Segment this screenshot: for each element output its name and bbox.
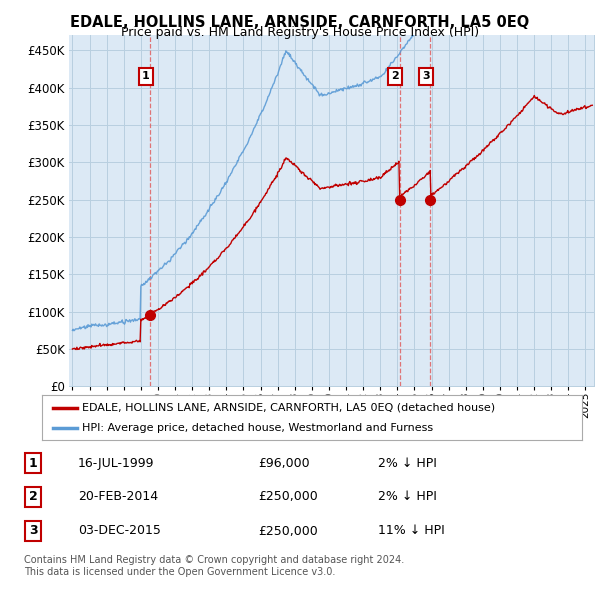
Text: EDALE, HOLLINS LANE, ARNSIDE, CARNFORTH, LA5 0EQ (detached house): EDALE, HOLLINS LANE, ARNSIDE, CARNFORTH,… bbox=[83, 403, 496, 412]
Text: 20-FEB-2014: 20-FEB-2014 bbox=[78, 490, 158, 503]
Text: Price paid vs. HM Land Registry's House Price Index (HPI): Price paid vs. HM Land Registry's House … bbox=[121, 26, 479, 39]
Text: £250,000: £250,000 bbox=[258, 525, 318, 537]
Text: 3: 3 bbox=[29, 525, 37, 537]
Text: Contains HM Land Registry data © Crown copyright and database right 2024.: Contains HM Land Registry data © Crown c… bbox=[24, 555, 404, 565]
Text: 1: 1 bbox=[142, 71, 149, 81]
Text: 3: 3 bbox=[422, 71, 430, 81]
Text: £250,000: £250,000 bbox=[258, 490, 318, 503]
Text: 2% ↓ HPI: 2% ↓ HPI bbox=[378, 490, 437, 503]
Text: 03-DEC-2015: 03-DEC-2015 bbox=[78, 525, 161, 537]
Text: 2: 2 bbox=[29, 490, 37, 503]
Text: 16-JUL-1999: 16-JUL-1999 bbox=[78, 457, 155, 470]
Text: HPI: Average price, detached house, Westmorland and Furness: HPI: Average price, detached house, West… bbox=[83, 424, 434, 434]
Text: 2% ↓ HPI: 2% ↓ HPI bbox=[378, 457, 437, 470]
Text: 1: 1 bbox=[29, 457, 37, 470]
Text: This data is licensed under the Open Government Licence v3.0.: This data is licensed under the Open Gov… bbox=[24, 567, 335, 577]
Text: £96,000: £96,000 bbox=[258, 457, 310, 470]
Text: EDALE, HOLLINS LANE, ARNSIDE, CARNFORTH, LA5 0EQ: EDALE, HOLLINS LANE, ARNSIDE, CARNFORTH,… bbox=[70, 15, 530, 30]
Text: 11% ↓ HPI: 11% ↓ HPI bbox=[378, 525, 445, 537]
Text: 2: 2 bbox=[391, 71, 399, 81]
